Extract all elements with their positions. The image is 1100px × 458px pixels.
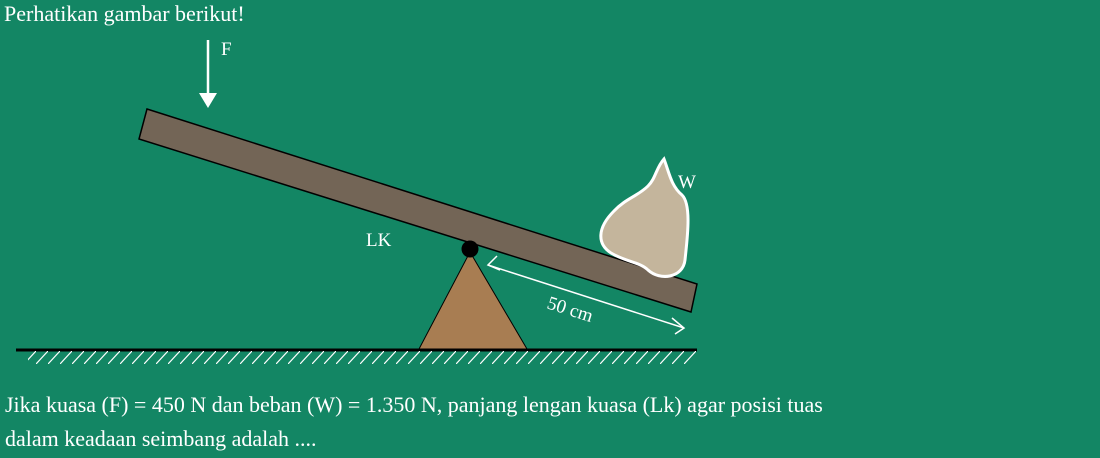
- fulcrum-triangle: [418, 250, 528, 350]
- force-arrowhead: [199, 93, 217, 108]
- load-rock: [599, 156, 690, 278]
- ground: [16, 348, 697, 364]
- load-label: W: [678, 172, 696, 193]
- question-text: Jika kuasa (F) = 450 N dan beban (W) = 1…: [5, 388, 1085, 456]
- dimension-arrowhead-right: [671, 317, 686, 335]
- question-line-2: dalam keadaan seimbang adalah ....: [5, 426, 317, 451]
- dimension-arrowhead-left: [486, 255, 501, 271]
- pivot-point: [461, 240, 479, 258]
- intro-text: Perhatikan gambar berikut!: [4, 1, 245, 26]
- force-label: F: [221, 39, 232, 60]
- load-arm-dimension: [486, 255, 686, 335]
- force-arrow: [199, 40, 217, 108]
- lever-beam: [138, 108, 698, 313]
- effort-arm-label: LK: [366, 230, 392, 251]
- ground-hatching: [28, 351, 696, 364]
- question-line-1: Jika kuasa (F) = 450 N dan beban (W) = 1…: [5, 392, 823, 417]
